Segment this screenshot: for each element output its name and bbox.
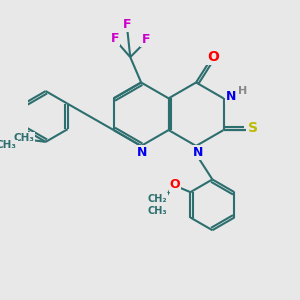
Text: CH₃: CH₃ [14, 133, 34, 143]
Text: F: F [123, 18, 132, 31]
Text: O: O [170, 178, 180, 191]
Text: N: N [226, 90, 236, 103]
Text: F: F [141, 33, 150, 46]
Text: CH₂
CH₃: CH₂ CH₃ [148, 194, 168, 216]
Text: CH₃: CH₃ [0, 140, 17, 151]
Text: O: O [207, 50, 219, 64]
Text: S: S [248, 121, 257, 135]
Text: N: N [137, 146, 147, 159]
Text: H: H [238, 86, 247, 96]
Text: N: N [193, 146, 203, 159]
Text: F: F [111, 32, 119, 45]
